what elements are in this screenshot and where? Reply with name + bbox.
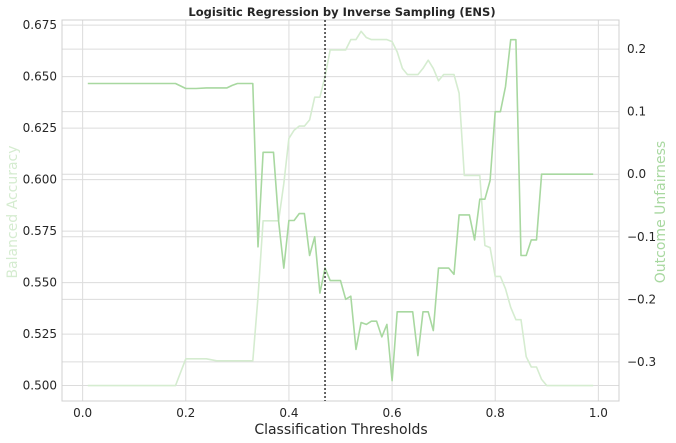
y-left-tick-label: 0.575	[23, 224, 57, 238]
y-left-tick-label: 0.675	[23, 18, 57, 32]
y-right-tick-label: 0.2	[627, 42, 646, 56]
y-left-tick-label: 0.625	[23, 121, 57, 135]
series-line-balanced-accuracy	[87, 30, 594, 387]
x-tick-label: 1.0	[589, 406, 608, 420]
y-right-tick-label: 0.1	[627, 105, 646, 119]
plot-frame	[61, 19, 620, 402]
series-line-outcome-unfairness	[87, 38, 594, 382]
x-tick-label: 0.4	[279, 406, 298, 420]
y-right-tick-label: −0.1	[627, 230, 656, 244]
x-tick-label: 0.6	[383, 406, 402, 420]
y-left-tick-label: 0.550	[23, 276, 57, 290]
y-left-tick-label: 0.650	[23, 70, 57, 84]
series-layer	[87, 20, 594, 401]
y-right-tick-label: −0.3	[627, 355, 656, 369]
y-right-tick-label: −0.2	[627, 292, 656, 306]
y-left-tick-label: 0.600	[23, 173, 57, 187]
y-axis-left-label: Balanced Accuracy	[5, 145, 21, 278]
x-tick-label: 0.8	[486, 406, 505, 420]
x-tick-label: 0.0	[73, 406, 92, 420]
y-left-tick-label: 0.525	[23, 327, 57, 341]
y-right-tick-label: 0.0	[627, 167, 646, 181]
y-left-tick-label: 0.500	[23, 379, 57, 393]
grid	[62, 20, 619, 401]
y-axis-right-label: Outcome Unfairness	[653, 141, 669, 283]
y-right-ticks: −0.3 −0.2 −0.1 0.0 0.1 0.2	[627, 42, 656, 369]
x-ticks: 0.0 0.2 0.4 0.6 0.8 1.0	[73, 406, 608, 420]
x-tick-label: 0.2	[176, 406, 195, 420]
x-axis-label: Classification Thresholds	[254, 422, 427, 438]
y-left-ticks: 0.500 0.525 0.550 0.575 0.600 0.625 0.650 0.675	[23, 18, 57, 392]
chart-title: Logisitic Regression by Inverse Sampling…	[188, 5, 495, 19]
